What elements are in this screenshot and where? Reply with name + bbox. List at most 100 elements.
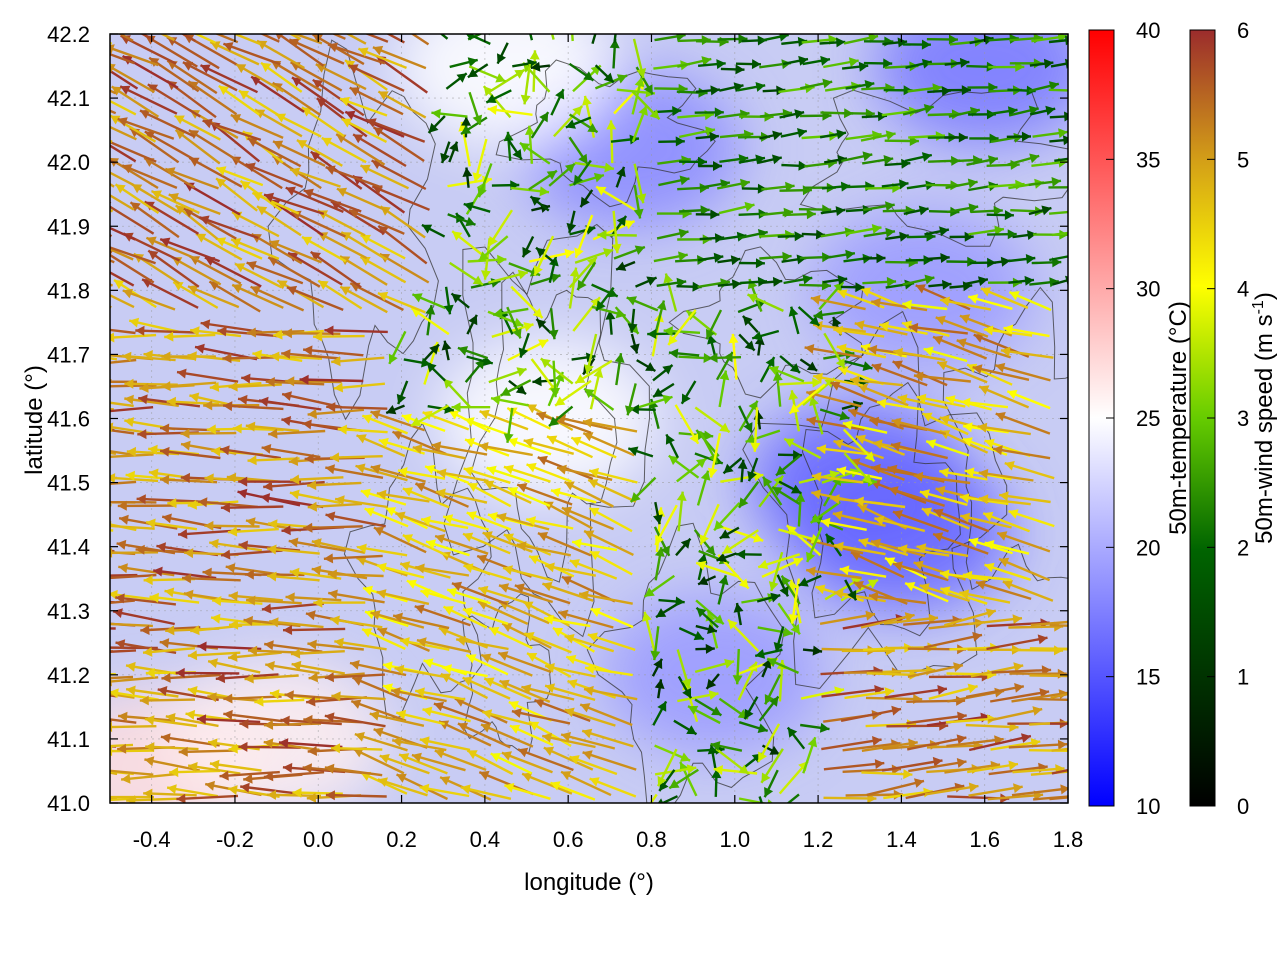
wind-vector-head (261, 444, 272, 454)
wind-vector-head (199, 215, 210, 225)
wind-vector (376, 562, 425, 579)
wind-vector-head (758, 559, 769, 570)
wind-vector-head (785, 181, 795, 192)
wind-vector-head (1002, 580, 1013, 590)
wind-vector-head (885, 227, 895, 238)
wind-vector (128, 317, 179, 333)
wind-vector-head (1057, 739, 1068, 750)
wind-vector (1028, 177, 1062, 187)
wind-vector (110, 675, 134, 680)
y-tick-label: 41.3 (47, 599, 90, 624)
wind-vector-head (897, 394, 908, 404)
y-tick-label: 41.7 (47, 342, 90, 367)
wind-vector-head (812, 377, 822, 388)
wind-vector (1028, 81, 1060, 93)
wind-vector (903, 205, 929, 216)
wind-vector (967, 760, 1019, 774)
wind-vector-shaft (199, 64, 259, 94)
wind-vector (529, 195, 550, 212)
wind-vector (783, 274, 813, 285)
wind-vector (546, 435, 593, 459)
wind-vector (219, 770, 280, 781)
wind-vector-head (832, 317, 842, 328)
wind-vector-head (979, 385, 990, 395)
wind-vector-head (587, 123, 598, 133)
wind-vector (359, 255, 407, 284)
wind-vector-head (710, 209, 720, 220)
wind-vector (905, 58, 933, 69)
wind-vector (862, 253, 886, 264)
wind-vector (653, 526, 671, 557)
wind-vector-head (482, 531, 493, 541)
wind-vector-head (692, 281, 702, 292)
wind-vector-head (772, 154, 782, 165)
wind-vector-shaft (307, 408, 365, 416)
wind-vector-head (98, 452, 107, 462)
wind-vector (866, 778, 925, 797)
wind-vector (913, 371, 971, 383)
wind-vector-head (820, 517, 831, 528)
wind-vector-head (999, 557, 1010, 567)
wind-vector (705, 309, 723, 340)
wind-vector (327, 569, 384, 580)
wind-vector-head (187, 499, 197, 510)
wind-vector-shaft (1011, 691, 1068, 703)
wind-vector-head (940, 586, 951, 596)
wind-vector (758, 276, 783, 287)
wind-vector (467, 63, 489, 79)
wind-vector-shaft (110, 379, 112, 382)
wind-vector-head (436, 468, 447, 479)
wind-vector-head (272, 156, 283, 166)
wind-vector (386, 34, 405, 44)
wind-vector (1011, 784, 1068, 797)
wind-vector-head (307, 639, 317, 650)
wind-vector (849, 375, 904, 387)
wind-vector-head (239, 718, 249, 729)
wind-vector-head (1073, 717, 1082, 727)
wind-vector (1008, 275, 1035, 286)
wind-vector (172, 280, 219, 309)
wind-vector-shaft (1050, 647, 1068, 651)
wind-vector-shaft (317, 231, 368, 260)
wind-vector-shaft (339, 255, 388, 286)
wind-vector-shaft (183, 207, 237, 240)
wind-vector-head (816, 444, 827, 455)
wind-vector (654, 744, 691, 762)
wind-vector-head (626, 296, 637, 306)
wind-vector (862, 276, 897, 287)
wind-vector-shaft (110, 769, 154, 776)
wind-vector-shaft (110, 650, 113, 653)
wind-vector-head (642, 611, 652, 622)
wind-vector-head (183, 208, 195, 218)
wind-vector (265, 661, 320, 675)
wind-vector-head (169, 767, 179, 778)
wind-vector-head (263, 719, 274, 730)
wind-vector (263, 771, 325, 782)
wind-vector-head (874, 515, 885, 526)
wind-vector-shaft (375, 54, 429, 94)
wind-vector (890, 441, 948, 460)
wind-vector (568, 62, 595, 82)
wind-vector (520, 63, 531, 105)
wind-vector-head (415, 687, 425, 698)
wind-vector-shaft (231, 283, 284, 309)
wind-vector-head (779, 34, 789, 42)
wind-vector (986, 210, 1014, 221)
wind-vector-head (589, 777, 600, 787)
terrain-contour (586, 522, 785, 803)
wind-vector-head (904, 612, 915, 622)
wind-vector-head (830, 494, 840, 505)
wind-vector-shaft (370, 465, 426, 483)
wind-vector-head (653, 658, 663, 670)
wind-vector (800, 722, 830, 733)
wind-vector-shaft (112, 610, 175, 626)
wind-vector (238, 89, 283, 119)
wind-vector (654, 300, 667, 333)
wind-vector (434, 749, 487, 772)
wind-vector (998, 557, 1051, 582)
wind-vector-head (962, 570, 973, 581)
wind-vector-head (208, 658, 218, 668)
wind-vector (324, 672, 385, 683)
wind-vector-head (467, 750, 478, 760)
wind-vector (629, 476, 657, 503)
